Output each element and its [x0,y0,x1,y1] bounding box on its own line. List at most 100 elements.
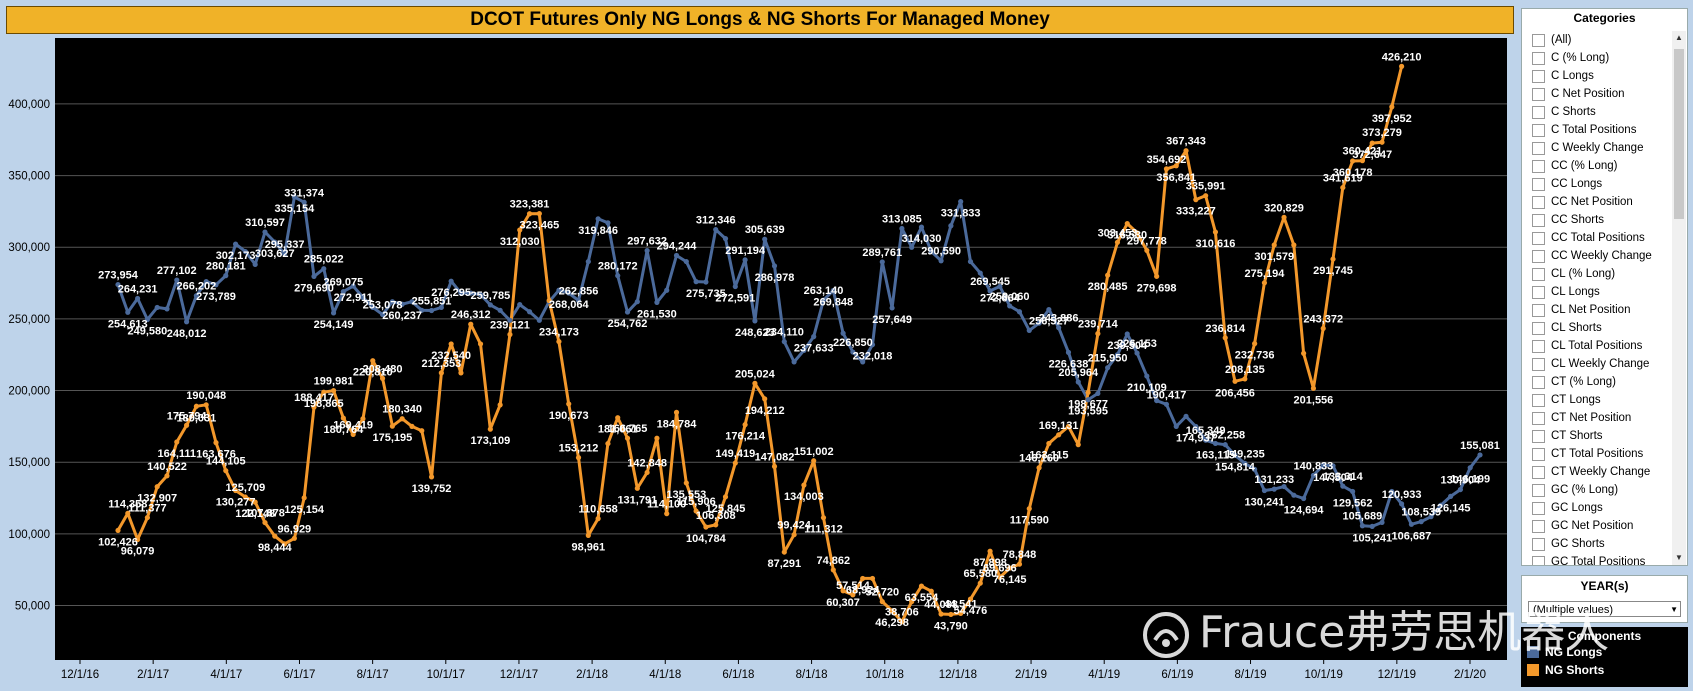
data-point-ng-longs[interactable] [232,241,239,247]
data-point-ng-longs[interactable] [438,304,444,311]
data-point-ng-longs[interactable] [1281,483,1287,490]
data-point-ng-shorts[interactable] [370,358,376,364]
category-item[interactable]: GC Longs [1522,499,1672,517]
data-point-ng-shorts[interactable] [1016,561,1023,567]
data-point-ng-shorts[interactable] [183,422,190,428]
data-point-ng-shorts[interactable] [330,387,337,394]
checkbox-icon[interactable] [1532,375,1545,389]
category-item[interactable]: CC Shorts [1522,211,1672,229]
data-point-ng-longs[interactable] [879,259,885,265]
data-point-ng-shorts[interactable] [144,514,150,521]
data-point-ng-longs[interactable] [183,319,190,325]
data-point-ng-longs[interactable] [389,299,395,305]
data-point-ng-shorts[interactable] [1281,214,1287,220]
data-point-ng-longs[interactable] [399,301,405,307]
data-point-ng-shorts[interactable] [1144,247,1150,254]
checkbox-icon[interactable] [1532,339,1545,353]
data-point-ng-shorts[interactable] [830,567,836,573]
data-point-ng-shorts[interactable] [703,524,709,530]
category-item[interactable]: C Weekly Change [1522,139,1672,157]
data-point-ng-shorts[interactable] [1212,229,1219,235]
data-point-ng-longs[interactable] [703,279,709,285]
data-point-ng-shorts[interactable] [174,439,180,445]
data-point-ng-longs[interactable] [1193,423,1199,430]
category-item[interactable]: CC Longs [1522,175,1672,193]
category-item[interactable]: GC Total Positions [1522,553,1672,565]
data-point-ng-shorts[interactable] [193,403,199,409]
data-point-ng-shorts[interactable] [272,533,278,539]
checkbox-icon[interactable] [1532,303,1545,317]
data-point-ng-longs[interactable] [997,283,1003,290]
data-point-ng-shorts[interactable] [624,435,631,441]
data-point-ng-shorts[interactable] [507,331,513,338]
data-point-ng-longs[interactable] [634,299,640,305]
checkbox-icon[interactable] [1532,177,1545,191]
data-point-ng-longs[interactable] [1350,488,1356,495]
data-point-ng-shorts[interactable] [389,423,395,429]
data-point-ng-shorts[interactable] [1222,335,1228,341]
data-point-ng-shorts[interactable] [664,511,670,517]
data-point-ng-longs[interactable] [272,239,278,245]
data-point-ng-longs[interactable] [575,297,582,304]
data-point-ng-shorts[interactable] [262,519,268,526]
data-point-ng-shorts[interactable] [428,474,435,480]
data-point-ng-longs[interactable] [526,309,533,315]
data-point-ng-shorts[interactable] [967,596,974,602]
data-point-ng-shorts[interactable] [1007,565,1013,571]
data-point-ng-longs[interactable] [869,342,876,348]
data-point-ng-longs[interactable] [468,290,474,296]
data-point-ng-longs[interactable] [781,339,787,345]
data-point-ng-shorts[interactable] [477,341,484,347]
data-point-ng-shorts[interactable] [291,535,297,541]
data-point-ng-shorts[interactable] [448,341,454,347]
data-point-ng-longs[interactable] [977,270,983,276]
data-point-ng-shorts[interactable] [1114,239,1121,245]
data-point-ng-shorts[interactable] [987,548,993,554]
data-point-ng-longs[interactable] [1085,397,1091,403]
data-point-ng-shorts[interactable] [252,499,258,505]
checkbox-icon[interactable] [1532,159,1545,173]
data-point-ng-shorts[interactable] [1056,432,1062,438]
data-point-ng-longs[interactable] [154,304,160,311]
data-point-ng-longs[interactable] [252,261,258,268]
data-point-ng-shorts[interactable] [566,401,572,407]
data-point-ng-shorts[interactable] [311,404,317,410]
data-point-ng-longs[interactable] [654,299,660,305]
data-point-ng-shorts[interactable] [1036,465,1042,471]
checkbox-icon[interactable] [1532,429,1545,443]
data-point-ng-longs[interactable] [164,306,170,312]
data-point-ng-shorts[interactable] [958,610,964,616]
data-point-ng-shorts[interactable] [977,580,983,586]
data-point-ng-shorts[interactable] [781,549,787,555]
data-point-ng-shorts[interactable] [1271,242,1277,248]
data-point-ng-longs[interactable] [1408,521,1415,527]
data-point-ng-longs[interactable] [340,288,346,295]
data-point-ng-longs[interactable] [762,236,768,242]
category-item[interactable]: GC Net Position [1522,517,1672,535]
data-point-ng-shorts[interactable] [438,370,444,376]
category-item[interactable]: CC (% Long) [1522,157,1672,175]
data-point-ng-shorts[interactable] [164,473,170,479]
checkbox-icon[interactable] [1532,483,1545,497]
category-item[interactable]: CT Net Position [1522,409,1672,427]
category-item[interactable]: CL Longs [1522,283,1672,301]
data-point-ng-shorts[interactable] [526,211,533,217]
data-point-ng-shorts[interactable] [546,297,552,304]
data-point-ng-longs[interactable] [1026,327,1032,333]
data-point-ng-shorts[interactable] [899,619,905,625]
data-point-ng-longs[interactable] [713,226,719,233]
data-point-ng-longs[interactable] [1232,452,1238,458]
data-point-ng-shorts[interactable] [536,211,542,217]
categories-scrollbar[interactable]: ▲ ▼ [1672,31,1686,565]
checkbox-icon[interactable] [1532,51,1545,65]
checkbox-icon[interactable] [1532,321,1545,335]
data-point-ng-longs[interactable] [1467,465,1473,471]
data-point-ng-longs[interactable] [1105,365,1111,371]
data-point-ng-longs[interactable] [409,299,415,305]
data-point-ng-longs[interactable] [928,248,934,255]
data-point-ng-longs[interactable] [889,305,895,311]
data-point-ng-longs[interactable] [1124,331,1130,337]
data-point-ng-longs[interactable] [791,359,797,365]
data-point-ng-shorts[interactable] [1046,440,1052,447]
data-point-ng-longs[interactable] [497,307,503,313]
